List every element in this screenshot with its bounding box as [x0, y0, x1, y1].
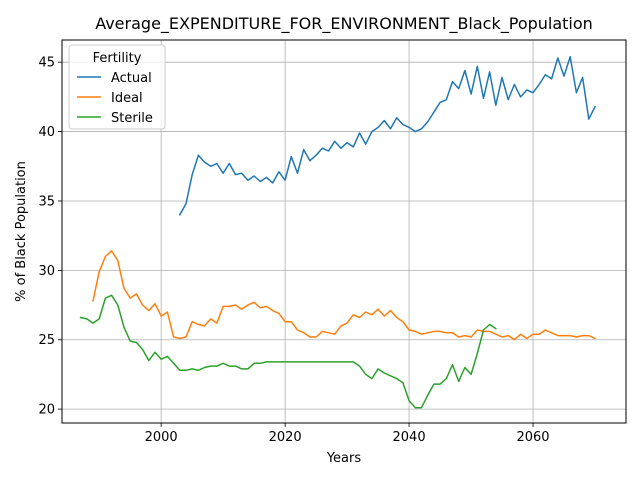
x-axis-title: Years: [326, 451, 362, 466]
axis-ticks: 2000 2020 2040 2060 20 25 30 35 40 45: [38, 56, 549, 445]
legend-box: [68, 44, 166, 130]
y-tick-label: 45: [38, 56, 55, 71]
series-line-actual: [178, 55, 597, 216]
y-tick-label: 20: [38, 403, 55, 418]
legend-label-actual: Actual: [111, 71, 152, 86]
grid: [62, 40, 626, 423]
series-lines: [79, 55, 597, 409]
chart-title: Average_EXPENDITURE_FOR_ENVIRONMENT_Blac…: [95, 14, 593, 34]
legend: Fertility Actual Ideal Sterile: [68, 44, 166, 130]
x-tick-label: 2000: [145, 430, 178, 445]
x-tick-label: 2040: [393, 430, 426, 445]
y-tick-label: 35: [38, 194, 55, 209]
x-tick-label: 2020: [269, 430, 302, 445]
series-line-ideal: [92, 250, 596, 341]
y-tick-label: 40: [38, 125, 55, 140]
legend-label-sterile: Sterile: [111, 111, 153, 126]
y-tick-label: 25: [38, 333, 55, 348]
x-tick-label: 2060: [516, 430, 549, 445]
plot-area-frame: [61, 39, 627, 424]
y-axis-title: % of Black Population: [14, 161, 29, 302]
series-line-sterile: [79, 294, 497, 409]
y-tick-label: 30: [38, 264, 55, 279]
legend-title: Fertility: [93, 51, 142, 66]
legend-label-ideal: Ideal: [111, 91, 143, 106]
